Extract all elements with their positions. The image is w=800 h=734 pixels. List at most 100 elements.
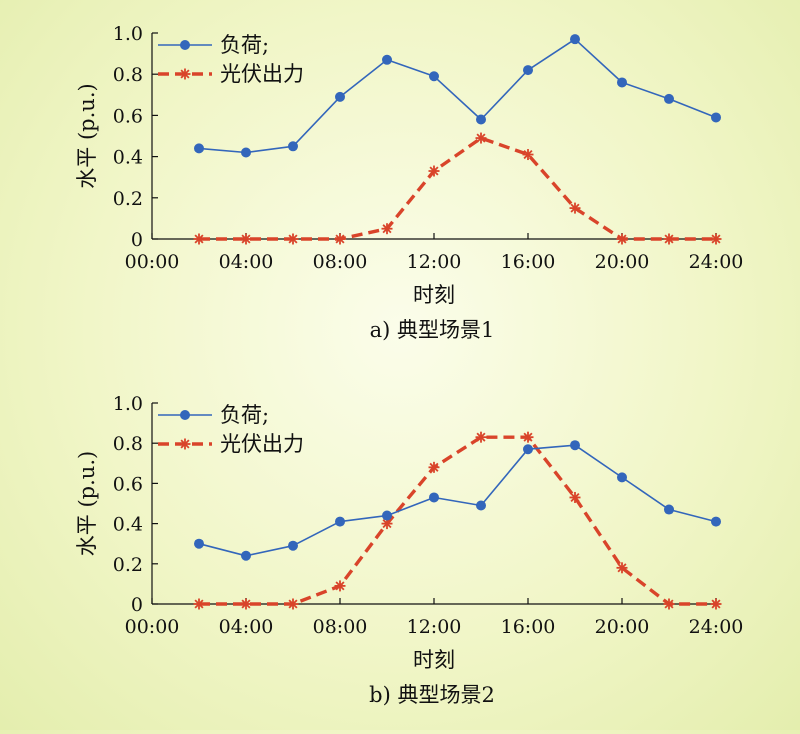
chart-panel-a: 0 0.2 0.4 0.6 0.8 1.0 00:00 04:00 08:00 12:00 16:0… <box>75 23 743 342</box>
pv-point <box>475 431 487 443</box>
x-tick-label: 16:00 <box>501 616 556 638</box>
pv-point <box>287 598 299 610</box>
legend-label-pv: 光伏出力 <box>220 432 304 456</box>
load-point <box>617 77 627 88</box>
pv-point <box>616 562 628 574</box>
load-point <box>241 550 251 561</box>
legend-label-pv: 光伏出力 <box>220 62 304 86</box>
legend-pv-marker <box>179 68 191 80</box>
x-tick-label: 00:00 <box>125 616 180 638</box>
x-tick-label: 00:00 <box>125 251 180 273</box>
load-point <box>194 538 204 549</box>
y-axis-title: 水平 (p.u.) <box>75 83 99 188</box>
pv-point <box>616 233 628 245</box>
y-axis-title: 水平 (p.u.) <box>75 451 99 556</box>
load-series <box>194 34 721 158</box>
y-tick-label: 0.2 <box>113 188 143 210</box>
x-tick-label: 20:00 <box>595 251 650 273</box>
load-point <box>664 93 674 104</box>
x-tick-label: 04:00 <box>219 616 274 638</box>
pv-point <box>240 233 252 245</box>
pv-line <box>199 136 716 241</box>
load-point <box>429 71 439 82</box>
load-point <box>194 143 204 154</box>
pv-point <box>522 149 534 161</box>
legend: 负荷; 光伏出力 <box>158 403 304 456</box>
legend-load-marker <box>180 410 190 420</box>
legend-label-load: 负荷; <box>220 403 269 427</box>
y-tick-label: 1.0 <box>113 393 143 415</box>
load-point <box>711 516 721 527</box>
load-point <box>523 65 533 76</box>
x-axis-title: 时刻 <box>413 648 455 672</box>
pv-point <box>522 431 534 443</box>
pv-point <box>569 202 581 214</box>
x-tick-label: 20:00 <box>595 616 650 638</box>
legend-pv-marker <box>179 438 191 450</box>
pv-point <box>334 580 346 592</box>
y-tick-label: 0.4 <box>113 514 143 536</box>
y-tick-label: 0.2 <box>113 554 143 576</box>
x-tick-label: 24:00 <box>689 616 744 638</box>
load-series <box>194 440 721 561</box>
legend-label-load: 负荷; <box>220 33 269 57</box>
y-tick-label: 0 <box>131 229 143 251</box>
x-tick-label: 08:00 <box>313 616 368 638</box>
load-point <box>288 141 298 152</box>
load-point <box>241 147 251 158</box>
pv-point <box>240 598 252 610</box>
x-tick-label: 04:00 <box>219 251 274 273</box>
pv-point <box>475 132 487 144</box>
legend: 负荷; 光伏出力 <box>158 33 304 86</box>
legend-entry-load: 负荷; <box>158 403 269 427</box>
pv-point <box>334 233 346 245</box>
pv-series <box>193 431 722 610</box>
load-point <box>617 472 627 483</box>
load-point <box>570 34 580 45</box>
pv-point <box>193 598 205 610</box>
pv-point <box>287 233 299 245</box>
load-point <box>523 444 533 455</box>
load-point <box>335 516 345 527</box>
legend-load-marker <box>180 40 190 50</box>
x-tick-label: 12:00 <box>407 251 462 273</box>
pv-point <box>428 461 440 473</box>
load-point <box>335 91 345 102</box>
pv-point <box>710 233 722 245</box>
pv-point <box>381 223 393 235</box>
y-tick-label: 0.4 <box>113 147 143 169</box>
y-tick-label: 0.6 <box>113 473 143 495</box>
pv-series <box>193 132 722 245</box>
legend-entry-load: 负荷; <box>158 33 269 57</box>
y-tick-label: 0.8 <box>113 64 143 86</box>
chart-caption: a) 典型场景1 <box>370 318 495 342</box>
x-tick-label: 12:00 <box>407 616 462 638</box>
chart-panel-b: 0 0.2 0.4 0.6 0.8 1.0 00:00 04:00 08:00 12:00 16:0… <box>75 393 743 707</box>
legend-entry-pv: 光伏出力 <box>158 62 304 86</box>
pv-line <box>199 435 716 606</box>
load-point <box>570 440 580 451</box>
x-axis-title: 时刻 <box>413 283 455 307</box>
pv-point <box>569 491 581 503</box>
pv-point <box>193 233 205 245</box>
y-tick-label: 0.6 <box>113 105 143 127</box>
x-tick-label: 24:00 <box>689 251 744 273</box>
load-line <box>198 38 717 154</box>
load-line <box>198 444 717 557</box>
y-tick-label: 1.0 <box>113 23 143 45</box>
load-point <box>664 504 674 515</box>
load-point <box>288 540 298 551</box>
pv-point <box>663 598 675 610</box>
pv-point <box>710 598 722 610</box>
load-point <box>382 510 392 521</box>
chart-caption: b) 典型场景2 <box>369 683 495 707</box>
load-point <box>382 54 392 65</box>
load-point <box>429 492 439 503</box>
x-tick-label: 16:00 <box>501 251 556 273</box>
legend-entry-pv: 光伏出力 <box>158 432 304 456</box>
load-point <box>711 112 721 123</box>
y-tick-label: 0 <box>131 594 143 616</box>
y-tick-label: 0.8 <box>113 433 143 455</box>
